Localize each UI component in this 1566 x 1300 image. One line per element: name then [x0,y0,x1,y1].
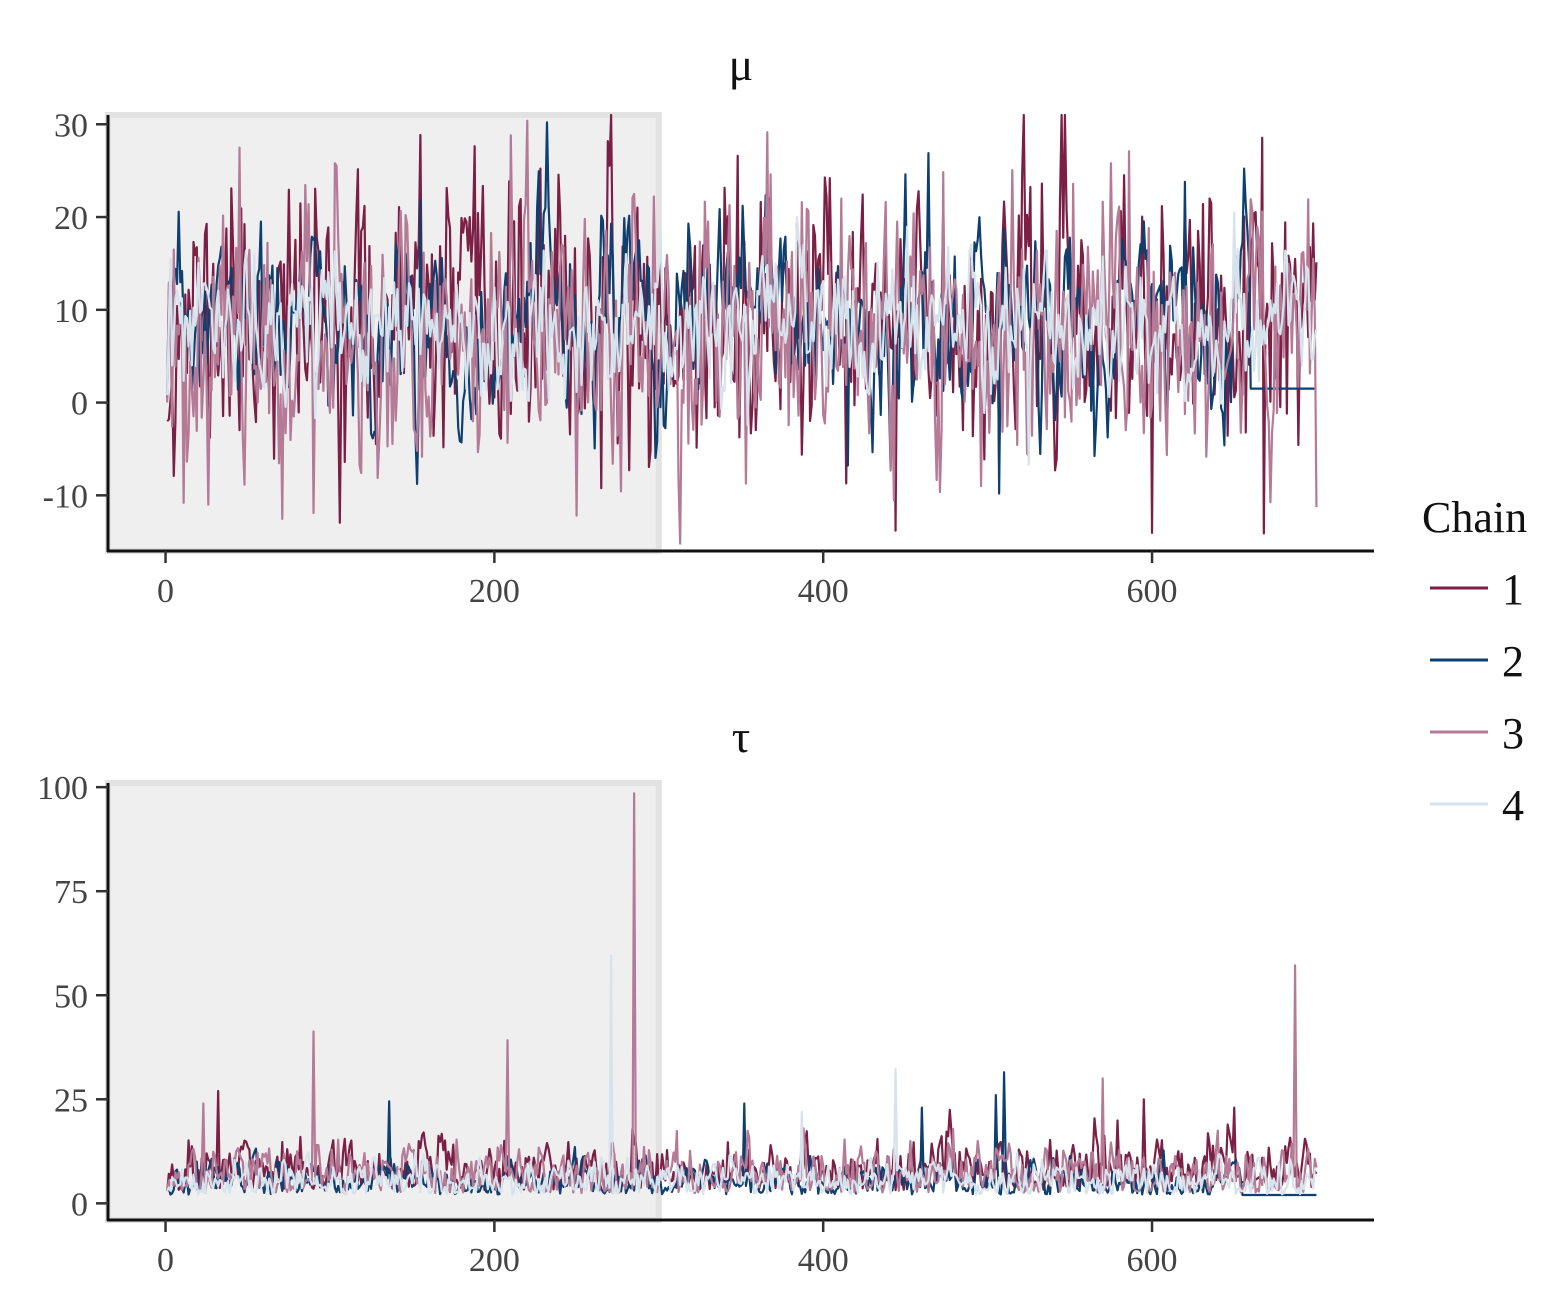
x-tick-label: 200 [469,1242,520,1279]
axes-tau: 0 25 50 75 100 0 200 400 600 [37,770,1374,1279]
series-lines-mu [166,113,1318,545]
panel-title-mu: μ [729,39,754,90]
legend-label: 4 [1502,781,1524,830]
y-tick-label: 20 [54,200,88,237]
y-tick-label: 10 [54,293,88,330]
series-line-chain-2 [166,121,1317,495]
axes-mu: -10 0 10 20 30 0 200 400 600 [43,107,1374,610]
legend: Chain 1 2 3 4 [1422,493,1527,830]
y-tick-label: 0 [71,1186,88,1223]
y-tick-label: -10 [43,478,88,515]
legend-items: 1 2 3 4 [1430,565,1524,830]
x-tick-label: 0 [157,573,174,610]
panel-title-tau: τ [732,711,751,762]
panel-mu: μ -10 0 10 20 30 0 200 400 600 [43,39,1374,610]
x-tick-label: 400 [798,1242,849,1279]
legend-item-chain-4: 4 [1430,781,1524,830]
legend-item-chain-2: 2 [1430,637,1524,686]
series-line-chain-4 [166,954,1317,1196]
y-tick-label: 50 [54,978,88,1015]
y-tick-label: 30 [54,107,88,144]
x-tick-label: 400 [798,573,849,610]
x-tick-label: 0 [157,1242,174,1279]
legend-label: 2 [1502,637,1524,686]
legend-label: 1 [1502,565,1524,614]
y-tick-label: 25 [54,1082,88,1119]
legend-label: 3 [1502,709,1524,758]
panel-tau: τ 0 25 50 75 100 0 200 400 600 [37,711,1374,1279]
y-tick-label: 75 [54,874,88,911]
x-tick-label: 600 [1127,1242,1178,1279]
y-tick-label: 100 [37,770,88,807]
series-line-chain-4 [166,211,1318,466]
x-tick-label: 600 [1127,573,1178,610]
x-tick-label: 200 [469,573,520,610]
legend-item-chain-1: 1 [1430,565,1524,614]
legend-item-chain-3: 3 [1430,709,1524,758]
series-line-chain-3 [166,119,1318,545]
y-tick-label: 0 [71,386,88,423]
series-lines-tau [166,792,1318,1197]
legend-title: Chain [1422,493,1527,542]
